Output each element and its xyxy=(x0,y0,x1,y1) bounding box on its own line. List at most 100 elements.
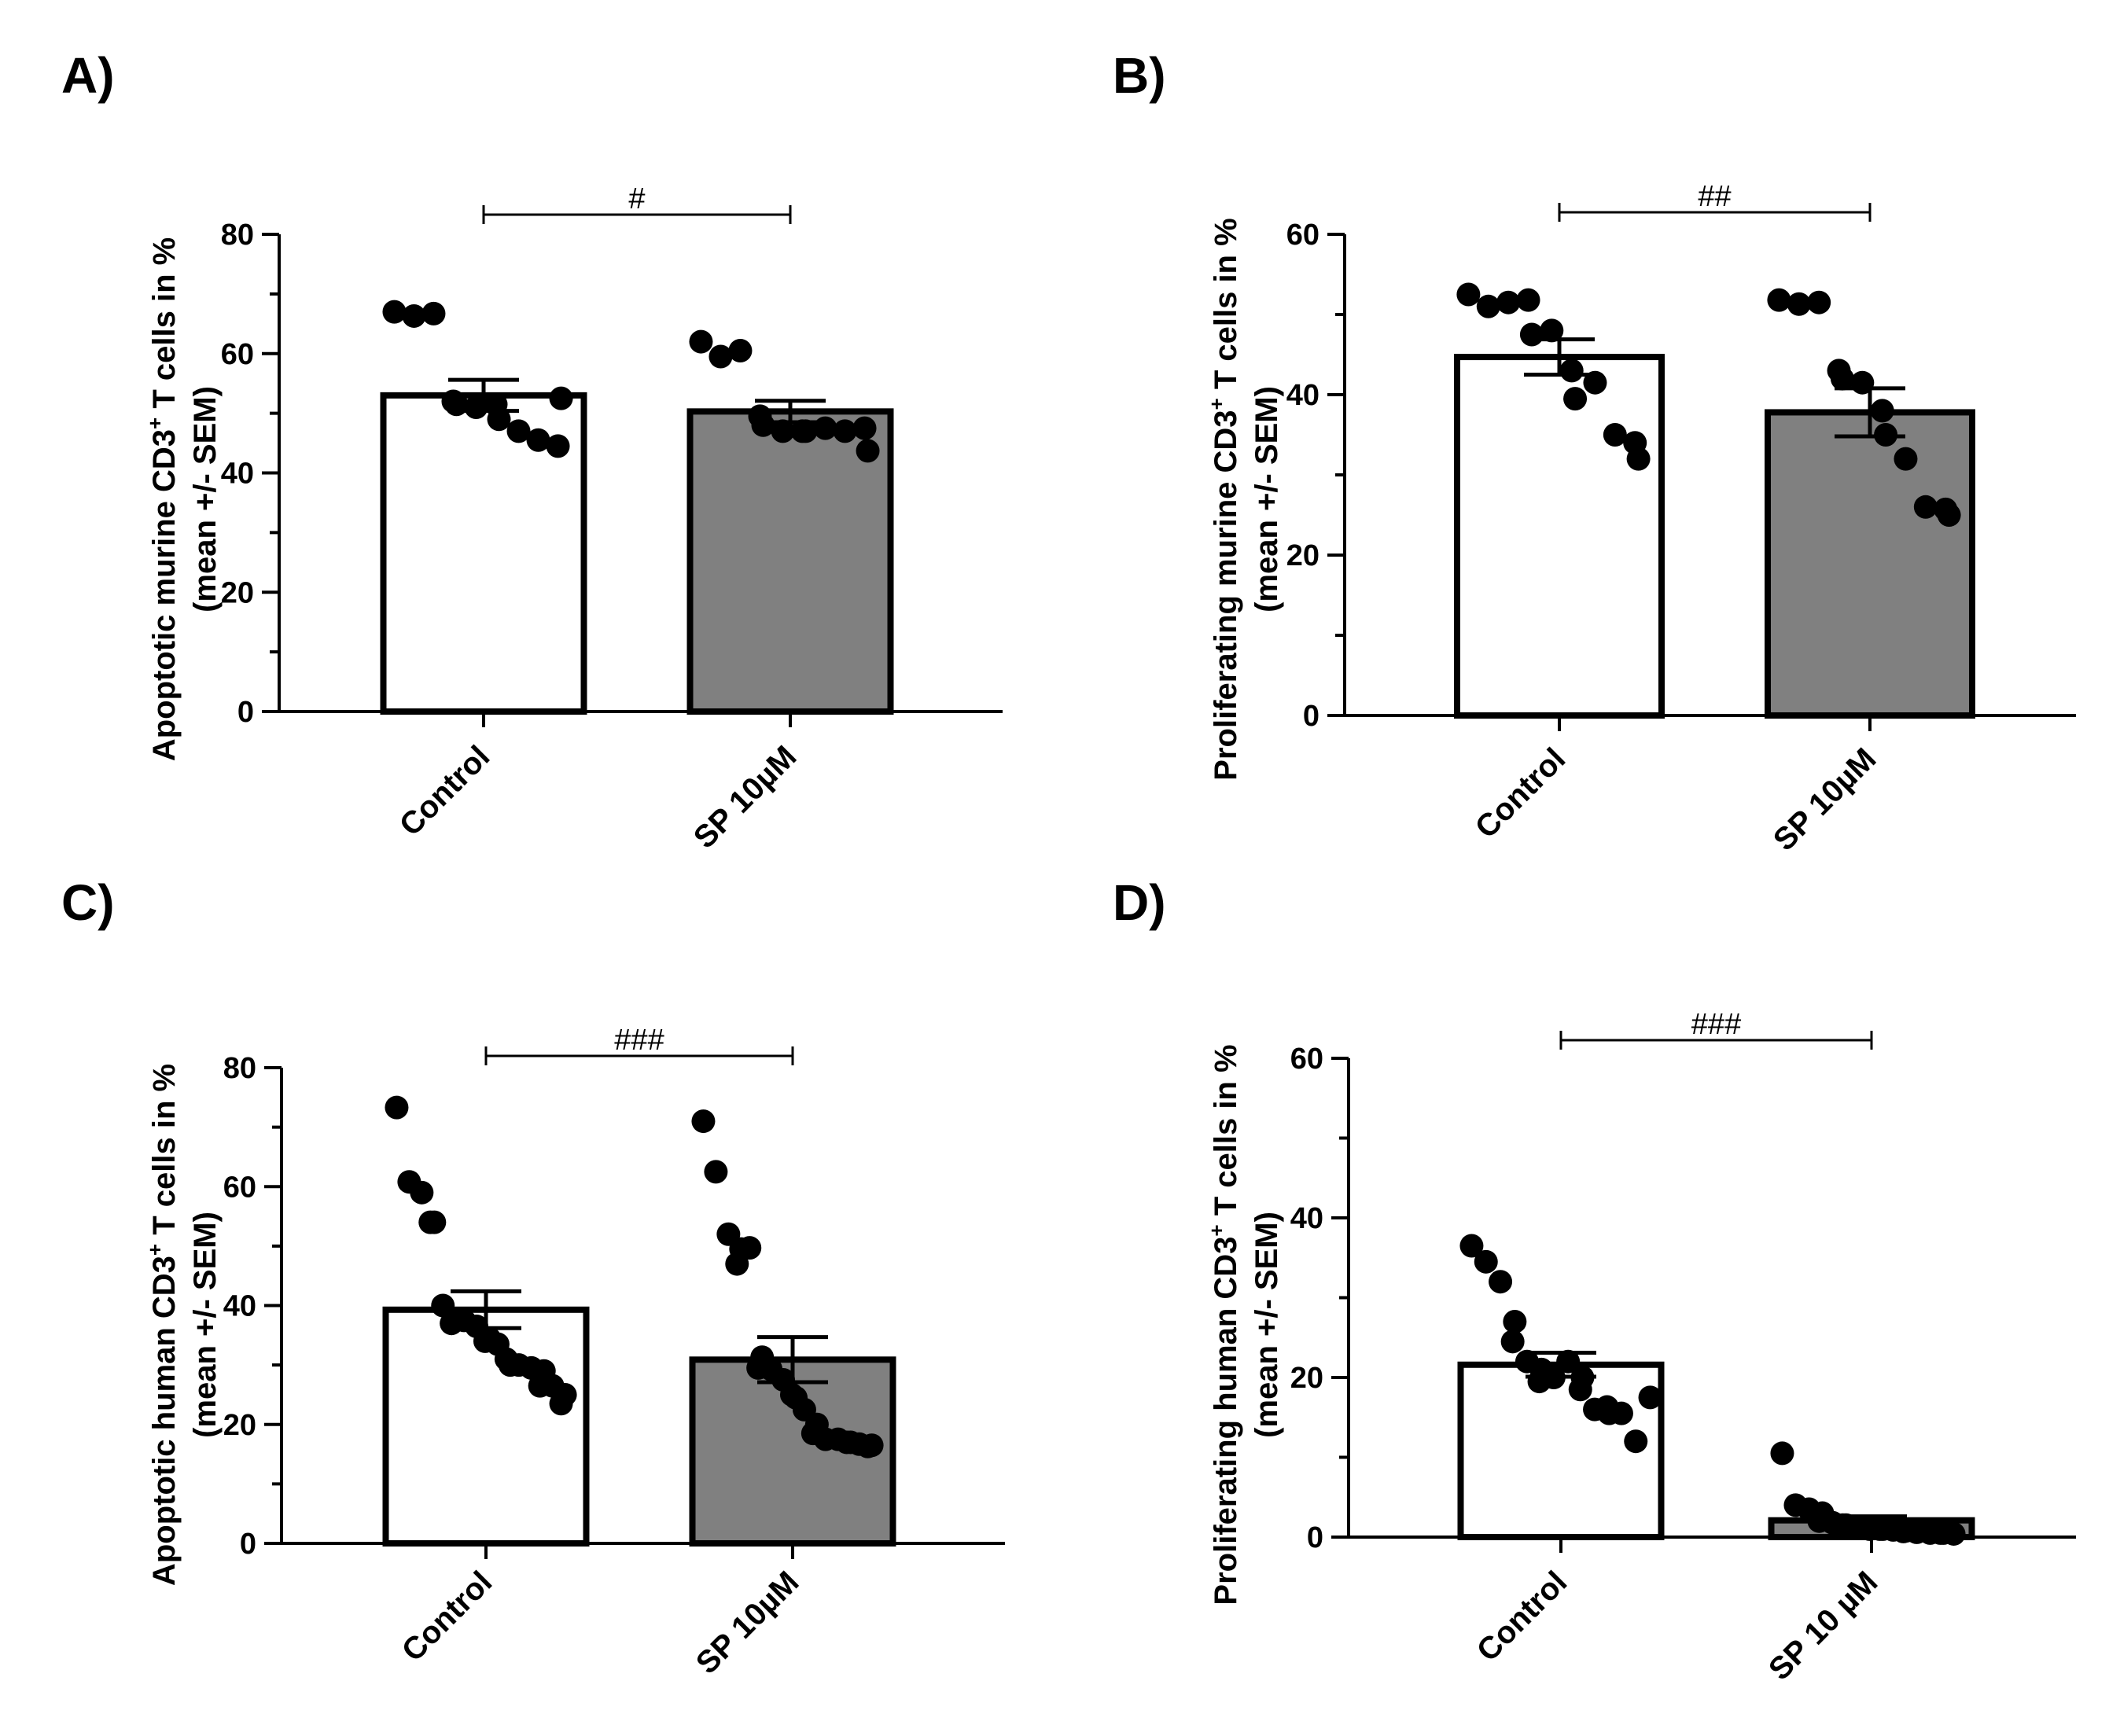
y-tick-label: 40 xyxy=(223,1290,256,1323)
data-point xyxy=(1456,282,1481,307)
data-point xyxy=(506,419,531,443)
data-point xyxy=(1807,290,1831,314)
category-label: SP 10µM xyxy=(687,739,804,855)
y-tick-label: 20 xyxy=(1286,539,1319,572)
data-point xyxy=(410,1180,434,1205)
category-label: Control xyxy=(396,1565,499,1668)
y-axis-label: Proliferating human CD3+ T cells in % xyxy=(1205,1044,1243,1605)
significance-label: ### xyxy=(1691,1008,1741,1041)
data-point xyxy=(1603,423,1627,447)
data-point xyxy=(725,1252,749,1276)
data-point xyxy=(1830,366,1854,391)
data-point xyxy=(1638,1385,1662,1410)
bar-control xyxy=(1457,1361,1665,1541)
data-point xyxy=(833,419,857,443)
y-tick-label: 60 xyxy=(221,338,254,371)
y-axis-label: Proliferating murine CD3+ T cells in % xyxy=(1205,218,1243,780)
data-point xyxy=(852,416,877,440)
y-axis-label-text: Proliferating human CD3 xyxy=(1209,1237,1243,1605)
y-tick-label: 20 xyxy=(221,576,254,609)
data-point xyxy=(385,1095,409,1120)
y-tick-label: 20 xyxy=(1290,1362,1323,1395)
y-tick-label: 0 xyxy=(240,1528,256,1561)
category-label: SP 10µM xyxy=(690,1565,806,1681)
data-point xyxy=(546,434,570,458)
data-point xyxy=(1941,1521,1966,1546)
data-point xyxy=(1870,399,1894,423)
panel-label: C) xyxy=(61,874,115,931)
y-axis-label: Apoptotic murine CD3+ T cells in % xyxy=(143,237,182,761)
bar-control xyxy=(1454,354,1665,719)
category-label: SP 10µM xyxy=(1767,741,1883,858)
data-point xyxy=(689,329,713,354)
category-label: SP 10 µM xyxy=(1762,1565,1884,1686)
y-tick-label: 40 xyxy=(1290,1202,1323,1235)
data-point xyxy=(1519,322,1544,347)
y-axis-label-text: Proliferating murine CD3 xyxy=(1209,410,1243,780)
data-point xyxy=(1474,1249,1498,1274)
y-axis-label-superscript: + xyxy=(1205,398,1228,410)
data-point xyxy=(1516,288,1540,312)
data-point xyxy=(1496,290,1521,314)
y-tick-label: 40 xyxy=(221,458,254,491)
data-point xyxy=(1459,1234,1484,1258)
data-point xyxy=(856,1434,880,1458)
category-label: Control xyxy=(1469,741,1573,845)
bar-treatment xyxy=(1765,409,1975,719)
y-tick-label: 60 xyxy=(223,1171,256,1204)
data-point xyxy=(526,428,550,452)
panel-label: A) xyxy=(61,47,115,104)
data-point xyxy=(1583,370,1607,395)
category-label: Control xyxy=(1470,1565,1574,1668)
y-axis-label: Apoptotic human CD3+ T cells in % xyxy=(143,1064,182,1586)
data-point xyxy=(704,1160,728,1184)
y-axis-label: (mean +/- SEM) xyxy=(1250,1212,1284,1438)
data-point xyxy=(1767,288,1791,312)
panel-b: B) 0 20 40 60 Control SP 10µM Proliferating mur… xyxy=(1113,47,2076,858)
data-point xyxy=(402,303,426,328)
data-point xyxy=(771,419,795,443)
data-point xyxy=(382,300,407,324)
y-tick-label: 0 xyxy=(1303,700,1319,733)
data-point xyxy=(1894,447,1918,471)
y-tick-label: 40 xyxy=(1286,379,1319,412)
y-axis-label-text: (mean +/- SEM) xyxy=(188,1212,223,1438)
y-axis-label-superscript: + xyxy=(1205,1224,1228,1236)
y-axis-label-text: T cells in % xyxy=(1209,1044,1243,1224)
data-point xyxy=(691,1109,716,1134)
data-point xyxy=(1500,1330,1525,1354)
data-point xyxy=(487,407,511,432)
y-axis-label: (mean +/- SEM) xyxy=(188,1212,223,1438)
bar-treatment xyxy=(686,408,894,715)
data-point xyxy=(1624,1429,1648,1454)
category-label: Control xyxy=(393,739,497,843)
significance-label: ### xyxy=(614,1024,664,1057)
y-axis-label-text: (mean +/- SEM) xyxy=(1250,1212,1284,1438)
y-axis-label: (mean +/- SEM) xyxy=(1250,386,1284,612)
significance-label: ## xyxy=(1698,180,1731,213)
panel-a: A) 0 20 40 60 80 Control SP 10µM Apoptotic murin… xyxy=(61,47,1003,855)
data-point xyxy=(1609,1401,1633,1425)
y-axis-label-superscript: + xyxy=(143,1244,167,1256)
data-point xyxy=(1559,359,1584,383)
data-point xyxy=(418,1210,443,1234)
y-axis-label-text: T cells in % xyxy=(147,237,182,417)
data-point xyxy=(1489,1270,1513,1294)
data-point xyxy=(549,1392,573,1416)
data-point xyxy=(709,344,733,369)
y-tick-label: 60 xyxy=(1286,219,1319,252)
y-tick-label: 80 xyxy=(223,1052,256,1085)
data-point xyxy=(728,338,753,362)
data-point xyxy=(1626,447,1651,471)
data-point xyxy=(1503,1309,1527,1333)
data-point xyxy=(1770,1441,1794,1466)
y-tick-label: 60 xyxy=(1290,1043,1323,1076)
y-axis-label-text: (mean +/- SEM) xyxy=(188,386,223,612)
y-axis-label-text: T cells in % xyxy=(1209,218,1243,398)
y-tick-label: 20 xyxy=(223,1409,256,1442)
y-tick-label: 0 xyxy=(1307,1521,1323,1554)
panel-c: C) 0 20 40 60 80 Control SP 10µM Apoptotic human… xyxy=(61,874,1005,1681)
data-point xyxy=(793,419,818,443)
y-axis-label-text: (mean +/- SEM) xyxy=(1250,386,1284,612)
